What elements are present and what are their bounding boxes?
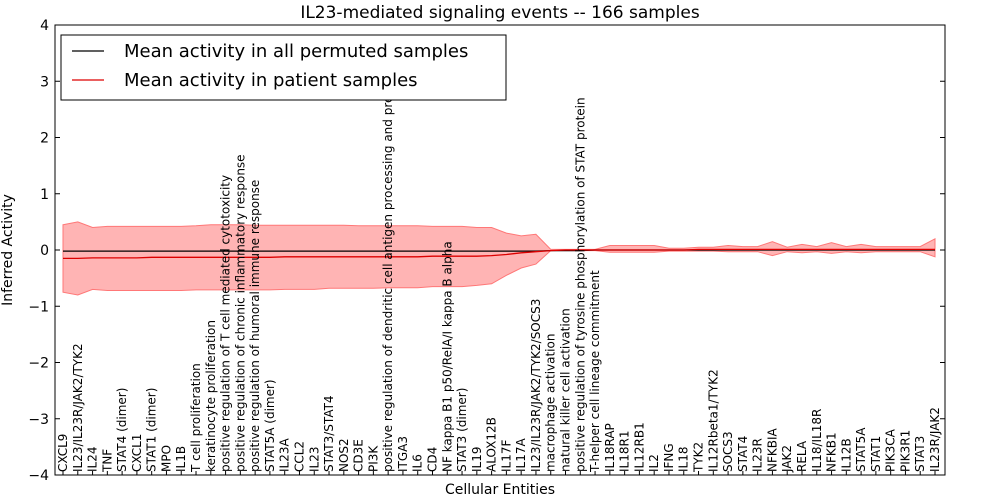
- x-tick-label: IL2: [647, 454, 661, 472]
- x-tick-label: IL12B: [839, 438, 853, 472]
- y-tick-label: 1: [40, 187, 49, 203]
- x-tick-label: CD4: [425, 447, 439, 472]
- x-tick-label: positive regulation of tyrosine phosphor…: [573, 97, 587, 472]
- x-tick-label: positive regulation of humoral immune re…: [248, 180, 262, 472]
- x-tick-label: CXCL1: [130, 434, 144, 472]
- x-tick-label: CXCL9: [56, 434, 70, 472]
- x-tick-label: IL6: [411, 454, 425, 472]
- x-tick-label: IL18RAP: [603, 423, 617, 472]
- x-tick-label: STAT5A: [854, 427, 868, 472]
- x-tick-label: PIK3R1: [898, 430, 912, 472]
- x-tick-label: ALOX12B: [485, 417, 499, 472]
- x-tick-label: STAT1: [869, 436, 883, 472]
- x-tick-label: MPO: [159, 445, 173, 472]
- x-tick-label: IL19: [470, 447, 484, 473]
- x-tick-label: IL17A: [514, 438, 528, 472]
- x-tick-label: PI3K: [366, 445, 380, 472]
- x-tick-label: T-helper cell lineage commitment: [588, 270, 602, 473]
- x-tick-label: IL24: [86, 447, 100, 473]
- patient-activity-band: [62, 221, 936, 296]
- y-tick-label: 2: [40, 131, 49, 147]
- x-tick-label: IL18: [677, 447, 691, 473]
- x-tick-label: IL23: [307, 447, 321, 473]
- x-axis-title: Cellular Entities: [445, 482, 555, 498]
- x-tick-label: natural killer cell activation: [559, 308, 573, 472]
- x-tick-label: JAK2: [780, 445, 794, 473]
- x-tick-label: NFKBIA: [765, 427, 779, 472]
- x-tick-label: CCL2: [292, 441, 306, 472]
- y-tick-label: 3: [40, 74, 49, 90]
- y-tick-label: −2: [28, 356, 49, 372]
- x-tick-label: positive regulation of chronic inflammat…: [233, 154, 247, 472]
- plot-area-frame: [54, 24, 946, 476]
- x-tick-label: IL23R/JAK2: [928, 407, 942, 472]
- x-tick-label: ITGA3: [396, 436, 410, 472]
- y-tick-label: 0: [40, 243, 49, 259]
- x-tick-label: STAT5A (dimer): [263, 379, 277, 472]
- x-tick-label: IL23R: [751, 438, 765, 472]
- x-tick-label: STAT4 (dimer): [115, 388, 129, 472]
- x-tick-label: RELA: [795, 440, 809, 472]
- y-tick-label: −4: [28, 468, 49, 484]
- legend: Mean activity in all permuted samples Me…: [60, 34, 507, 101]
- x-tick-label: STAT3/STAT4: [322, 395, 336, 472]
- x-tick-label: SOCS3: [721, 431, 735, 472]
- x-tick-label: macrophage activation: [544, 334, 558, 472]
- x-tick-label: TNF: [100, 449, 114, 473]
- x-tick-label: STAT3: [913, 436, 927, 472]
- y-tick-label: −3: [28, 412, 49, 428]
- x-tick-label: STAT1 (dimer): [145, 388, 159, 472]
- y-axis-title: Inferred Activity: [0, 194, 16, 306]
- x-tick-label: IFNG: [662, 443, 676, 472]
- x-tick-label: keratinocyte proliferation: [204, 320, 218, 472]
- legend-label-patient: Mean activity in patient samples: [124, 70, 418, 91]
- x-tick-label: IL12RB1: [632, 422, 646, 472]
- x-tick-label: STAT4: [736, 436, 750, 472]
- x-tick-label: NOS2: [337, 438, 351, 472]
- x-tick-label: NFKB1: [825, 432, 839, 472]
- x-tick-label: IL18/IL18R: [810, 409, 824, 472]
- x-tick-label: CD3E: [352, 439, 366, 472]
- x-tick-label: IL23A: [278, 438, 292, 472]
- x-tick-label: IL23/IL23R/JAK2/TYK2/SOCS3: [529, 299, 543, 472]
- x-tick-label: positive regulation of dendritic cell an…: [381, 39, 395, 472]
- x-tick-label: positive regulation of T cell mediated c…: [219, 175, 233, 472]
- x-tick-label: IL1B: [174, 446, 188, 472]
- chart-title: IL23-mediated signaling events -- 166 sa…: [300, 3, 700, 23]
- x-tick-label: T cell proliferation: [189, 363, 203, 473]
- x-tick-label: TYK2: [692, 442, 706, 473]
- patient-mean-line: [63, 248, 935, 260]
- x-tick-label: IL23/IL23R/JAK2/TYK2: [71, 343, 85, 472]
- x-tick-label: IL18R1: [618, 431, 632, 472]
- legend-label-permuted: Mean activity in all permuted samples: [124, 41, 468, 62]
- x-tick-label: STAT3 (dimer): [455, 388, 469, 472]
- y-tick-label: 4: [40, 18, 49, 34]
- y-tick-label: −1: [28, 299, 49, 315]
- x-tick-label: NF kappa B1 p50/RelA/I kappa B alpha: [440, 241, 454, 472]
- x-tick-label: PIK3CA: [884, 428, 898, 472]
- legend-box: [60, 34, 507, 101]
- x-tick-label: IL12Rbeta1/TYK2: [706, 369, 720, 472]
- x-tick-label: IL17F: [499, 440, 513, 472]
